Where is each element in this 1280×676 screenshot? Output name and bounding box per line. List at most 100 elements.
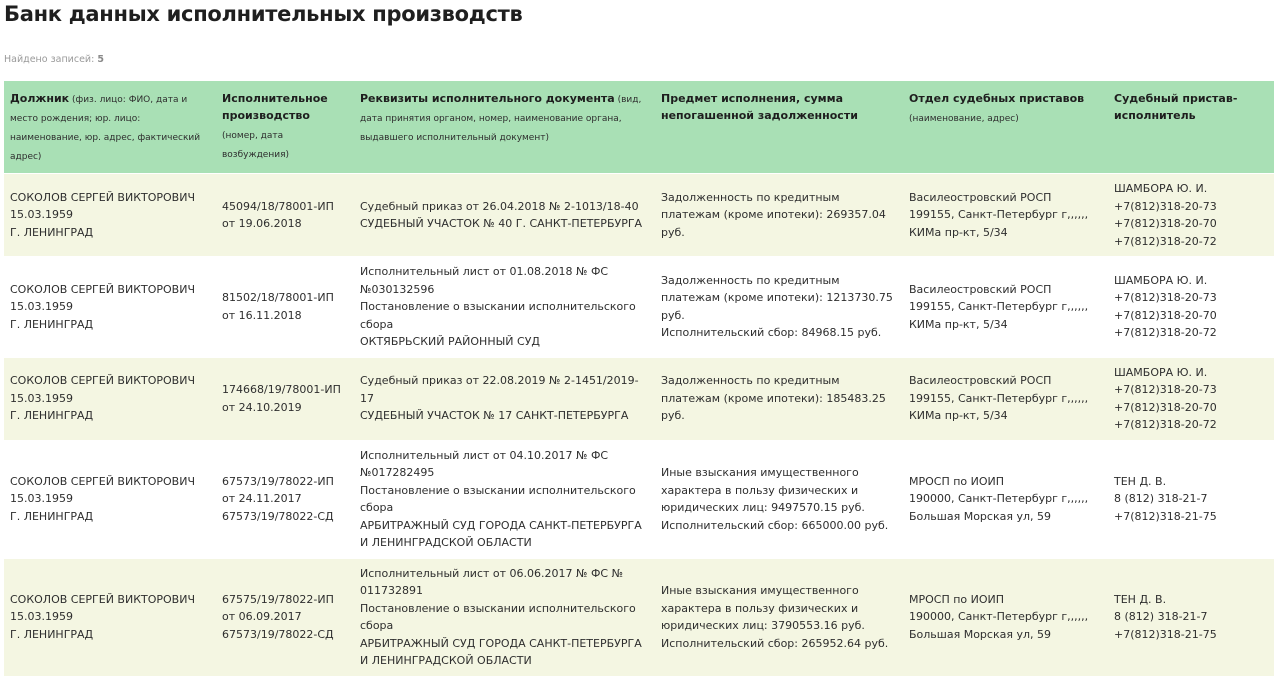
cell-department: Василеостровский РОСП 199155, Санкт-Петер…: [903, 256, 1108, 357]
cell-subject-line: Иные взыскания имущественного характера …: [661, 466, 865, 514]
cell-subject-line: Исполнительский сбор: 265952.64 руб.: [661, 636, 889, 650]
cell-subject-line: Иные взыскания имущественного характера …: [661, 584, 865, 632]
cell-debtor: СОКОЛОВ СЕРГЕЙ ВИКТОРОВИЧ 15.03.1959 Г. ЛЕ…: [4, 439, 216, 558]
cell-department: МРОСП по ИОИП 190000, Санкт-Петербург г,,…: [903, 439, 1108, 558]
results-table: Должник (физ. лицо: ФИО, дата и место ро…: [4, 81, 1274, 676]
cell-document-line: Исполнительный лист от 04.10.2017 № ФС №…: [360, 448, 609, 480]
cell-bailiff: ТЕН Д. В. 8 (812) 318-21-7 +7(812)318-21-7…: [1108, 557, 1274, 676]
records-found-count: 5: [97, 54, 104, 65]
cell-debtor-line: 15.03.1959: [10, 610, 73, 624]
column-header-department: Отдел судебных приставов (наименование, …: [903, 81, 1108, 174]
cell-department-line: 199155, Санкт-Петербург г,,,,,,: [909, 391, 1089, 405]
cell-document-line: Судебный приказ от 22.08.2019 № 2-1451/2…: [360, 374, 639, 405]
cell-document-line: ОКТЯБРЬСКИЙ РАЙОННЫЙ СУД: [360, 335, 540, 348]
cell-debtor: СОКОЛОВ СЕРГЕЙ ВИКТОРОВИЧ 15.03.1959 Г. ЛЕ…: [4, 557, 216, 676]
cell-proceeding-line: 45094/18/78001-ИП: [222, 199, 334, 213]
cell-debtor-line: СОКОЛОВ СЕРГЕЙ ВИКТОРОВИЧ: [10, 374, 195, 388]
cell-proceeding-line: от 24.10.2019: [222, 400, 302, 414]
cell-subject-line: Задолженность по кредитным платежам (кро…: [661, 374, 886, 423]
cell-department-line: МРОСП по ИОИП: [909, 592, 1005, 606]
cell-proceeding-line: от 19.06.2018: [222, 217, 302, 230]
cell-department-line: КИМа пр-кт, 5/34: [909, 225, 1008, 239]
cell-department-line: 199155, Санкт-Петербург г,,,,,,: [909, 208, 1089, 222]
cell-debtor-line: СОКОЛОВ СЕРГЕЙ ВИКТОРОВИЧ: [10, 190, 195, 204]
cell-document-line: Постановление о взыскании исполнительско…: [360, 483, 636, 515]
cell-proceeding-line: от 06.09.2017: [222, 610, 302, 624]
cell-bailiff-line: +7(812)318-21-75: [1114, 509, 1217, 523]
cell-department: МРОСП по ИОИП 190000, Санкт-Петербург г,,…: [903, 557, 1108, 676]
cell-debtor: СОКОЛОВ СЕРГЕЙ ВИКТОРОВИЧ 15.03.1959 Г. ЛЕ…: [4, 356, 216, 440]
cell-debtor-line: 15.03.1959: [10, 492, 73, 506]
cell-debtor-line: 15.03.1959: [10, 391, 73, 405]
cell-document-line: Исполнительный лист от 06.06.2017 № ФС №…: [360, 566, 624, 598]
cell-proceeding-line: 67575/19/78022-ИП: [222, 592, 334, 606]
cell-subject-line: Задолженность по кредитным платежам (кро…: [661, 273, 893, 322]
cell-department-line: МРОСП по ИОИП: [909, 474, 1005, 488]
column-header-debtor: Должник (физ. лицо: ФИО, дата и место ро…: [4, 81, 216, 174]
cell-bailiff-line: +7(812)318-21-75: [1114, 627, 1217, 641]
table-row: СОКОЛОВ СЕРГЕЙ ВИКТОРОВИЧ 15.03.1959 Г. ЛЕ…: [4, 173, 1274, 257]
cell-debtor-line: 15.03.1959: [10, 300, 73, 313]
cell-bailiff-line: ТЕН Д. В.: [1114, 592, 1167, 606]
cell-proceeding-line: от 16.11.2018: [222, 308, 302, 322]
cell-department-line: Василеостровский РОСП: [909, 374, 1052, 388]
cell-bailiff-line: ШАМБОРА Ю. И.: [1114, 182, 1208, 195]
cell-document-line: АРБИТРАЖНЫЙ СУД ГОРОДА САНКТ-ПЕТЕРБУРГА …: [360, 518, 642, 550]
cell-bailiff-line: ШАМБОРА Ю. И.: [1114, 273, 1208, 287]
cell-department-line: КИМа пр-кт, 5/34: [909, 409, 1008, 423]
cell-debtor-line: СОКОЛОВ СЕРГЕЙ ВИКТОРОВИЧ: [10, 474, 195, 488]
cell-bailiff-line: 8 (812) 318-21-7: [1114, 610, 1208, 624]
cell-proceeding: 81502/18/78001-ИП от 16.11.2018: [216, 256, 354, 357]
column-header-document: Реквизиты исполнительного документа (вид…: [354, 81, 655, 174]
cell-department-line: Василеостровский РОСП: [909, 282, 1052, 296]
cell-proceeding: 67575/19/78022-ИП от 06.09.2017 67573/19/7…: [216, 557, 354, 676]
cell-document-line: Судебный приказ от 26.04.2018 № 2-1013/1…: [360, 199, 639, 213]
cell-subject-line: Задолженность по кредитным платежам (кро…: [661, 190, 886, 239]
cell-department-line: Большая Морская ул, 59: [909, 627, 1051, 641]
cell-document: Исполнительный лист от 04.10.2017 № ФС №…: [354, 439, 655, 558]
cell-document: Судебный приказ от 26.04.2018 № 2-1013/1…: [354, 173, 655, 257]
table-header-row: Должник (физ. лицо: ФИО, дата и место ро…: [4, 81, 1274, 174]
table-row: СОКОЛОВ СЕРГЕЙ ВИКТОРОВИЧ 15.03.1959 Г. ЛЕ…: [4, 557, 1274, 676]
cell-proceeding: 174668/19/78001-ИП от 24.10.2019: [216, 356, 354, 440]
page: Банк данных исполнительных производств Н…: [4, 2, 1274, 676]
cell-department-line: 190000, Санкт-Петербург г,,,,,,: [909, 492, 1089, 506]
records-found: Найдено записей: 5: [4, 54, 104, 65]
cell-bailiff: ШАМБОРА Ю. И. +7(812)318-20-73 +7(812)318-…: [1108, 356, 1274, 440]
cell-document: Исполнительный лист от 01.08.2018 № ФС №…: [354, 256, 655, 357]
cell-document-line: Исполнительный лист от 01.08.2018 № ФС №…: [360, 265, 609, 296]
records-found-label: Найдено записей:: [4, 54, 95, 65]
cell-department-line: КИМа пр-кт, 5/34: [909, 317, 1008, 331]
cell-bailiff-line: +7(812)318-20-73: [1114, 199, 1217, 213]
cell-document-line: АРБИТРАЖНЫЙ СУД ГОРОДА САНКТ-ПЕТЕРБУРГА …: [360, 636, 642, 668]
table-row: СОКОЛОВ СЕРГЕЙ ВИКТОРОВИЧ 15.03.1959 Г. ЛЕ…: [4, 356, 1274, 440]
cell-bailiff-line: +7(812)318-20-72: [1114, 234, 1217, 248]
cell-debtor: СОКОЛОВ СЕРГЕЙ ВИКТОРОВИЧ 15.03.1959 Г. ЛЕ…: [4, 173, 216, 257]
cell-subject-line: Исполнительский сбор: 84968.15 руб.: [661, 326, 882, 340]
table-row: СОКОЛОВ СЕРГЕЙ ВИКТОРОВИЧ 15.03.1959 Г. ЛЕ…: [4, 256, 1274, 357]
cell-subject-line: Исполнительский сбор: 665000.00 руб.: [661, 518, 889, 532]
cell-debtor-line: Г. ЛЕНИНГРАД: [10, 225, 94, 239]
cell-proceeding-line: от 24.11.2017: [222, 492, 302, 506]
cell-debtor-line: Г. ЛЕНИНГРАД: [10, 317, 94, 331]
cell-document: Исполнительный лист от 06.06.2017 № ФС №…: [354, 557, 655, 676]
cell-bailiff-line: 8 (812) 318-21-7: [1114, 492, 1208, 506]
cell-bailiff-line: +7(812)318-20-73: [1114, 291, 1217, 305]
cell-bailiff-line: +7(812)318-20-70: [1114, 400, 1217, 414]
cell-debtor-line: 15.03.1959: [10, 208, 73, 222]
cell-document-line: СУДЕБНЫЙ УЧАСТОК № 40 Г. САНКТ-ПЕТЕРБУРГ…: [360, 217, 643, 230]
cell-proceeding-line: 67573/19/78022-СД: [222, 627, 334, 641]
cell-proceeding-line: 81502/18/78001-ИП: [222, 291, 334, 305]
column-header-subject: Предмет исполнения, сумма непогашенной з…: [655, 81, 903, 174]
cell-department-line: 199155, Санкт-Петербург г,,,,,,: [909, 300, 1089, 313]
cell-document: Судебный приказ от 22.08.2019 № 2-1451/2…: [354, 356, 655, 440]
cell-proceeding: 67573/19/78022-ИП от 24.11.2017 67573/19/7…: [216, 439, 354, 558]
cell-bailiff-line: +7(812)318-20-70: [1114, 308, 1217, 322]
cell-document-line: Постановление о взыскании исполнительско…: [360, 601, 636, 633]
cell-debtor-line: Г. ЛЕНИНГРАД: [10, 509, 94, 523]
cell-department-line: Большая Морская ул, 59: [909, 509, 1051, 523]
cell-subject: Иные взыскания имущественного характера …: [655, 557, 903, 676]
cell-bailiff-line: +7(812)318-20-73: [1114, 383, 1217, 396]
cell-debtor-line: СОКОЛОВ СЕРГЕЙ ВИКТОРОВИЧ: [10, 592, 195, 606]
cell-subject: Иные взыскания имущественного характера …: [655, 439, 903, 558]
